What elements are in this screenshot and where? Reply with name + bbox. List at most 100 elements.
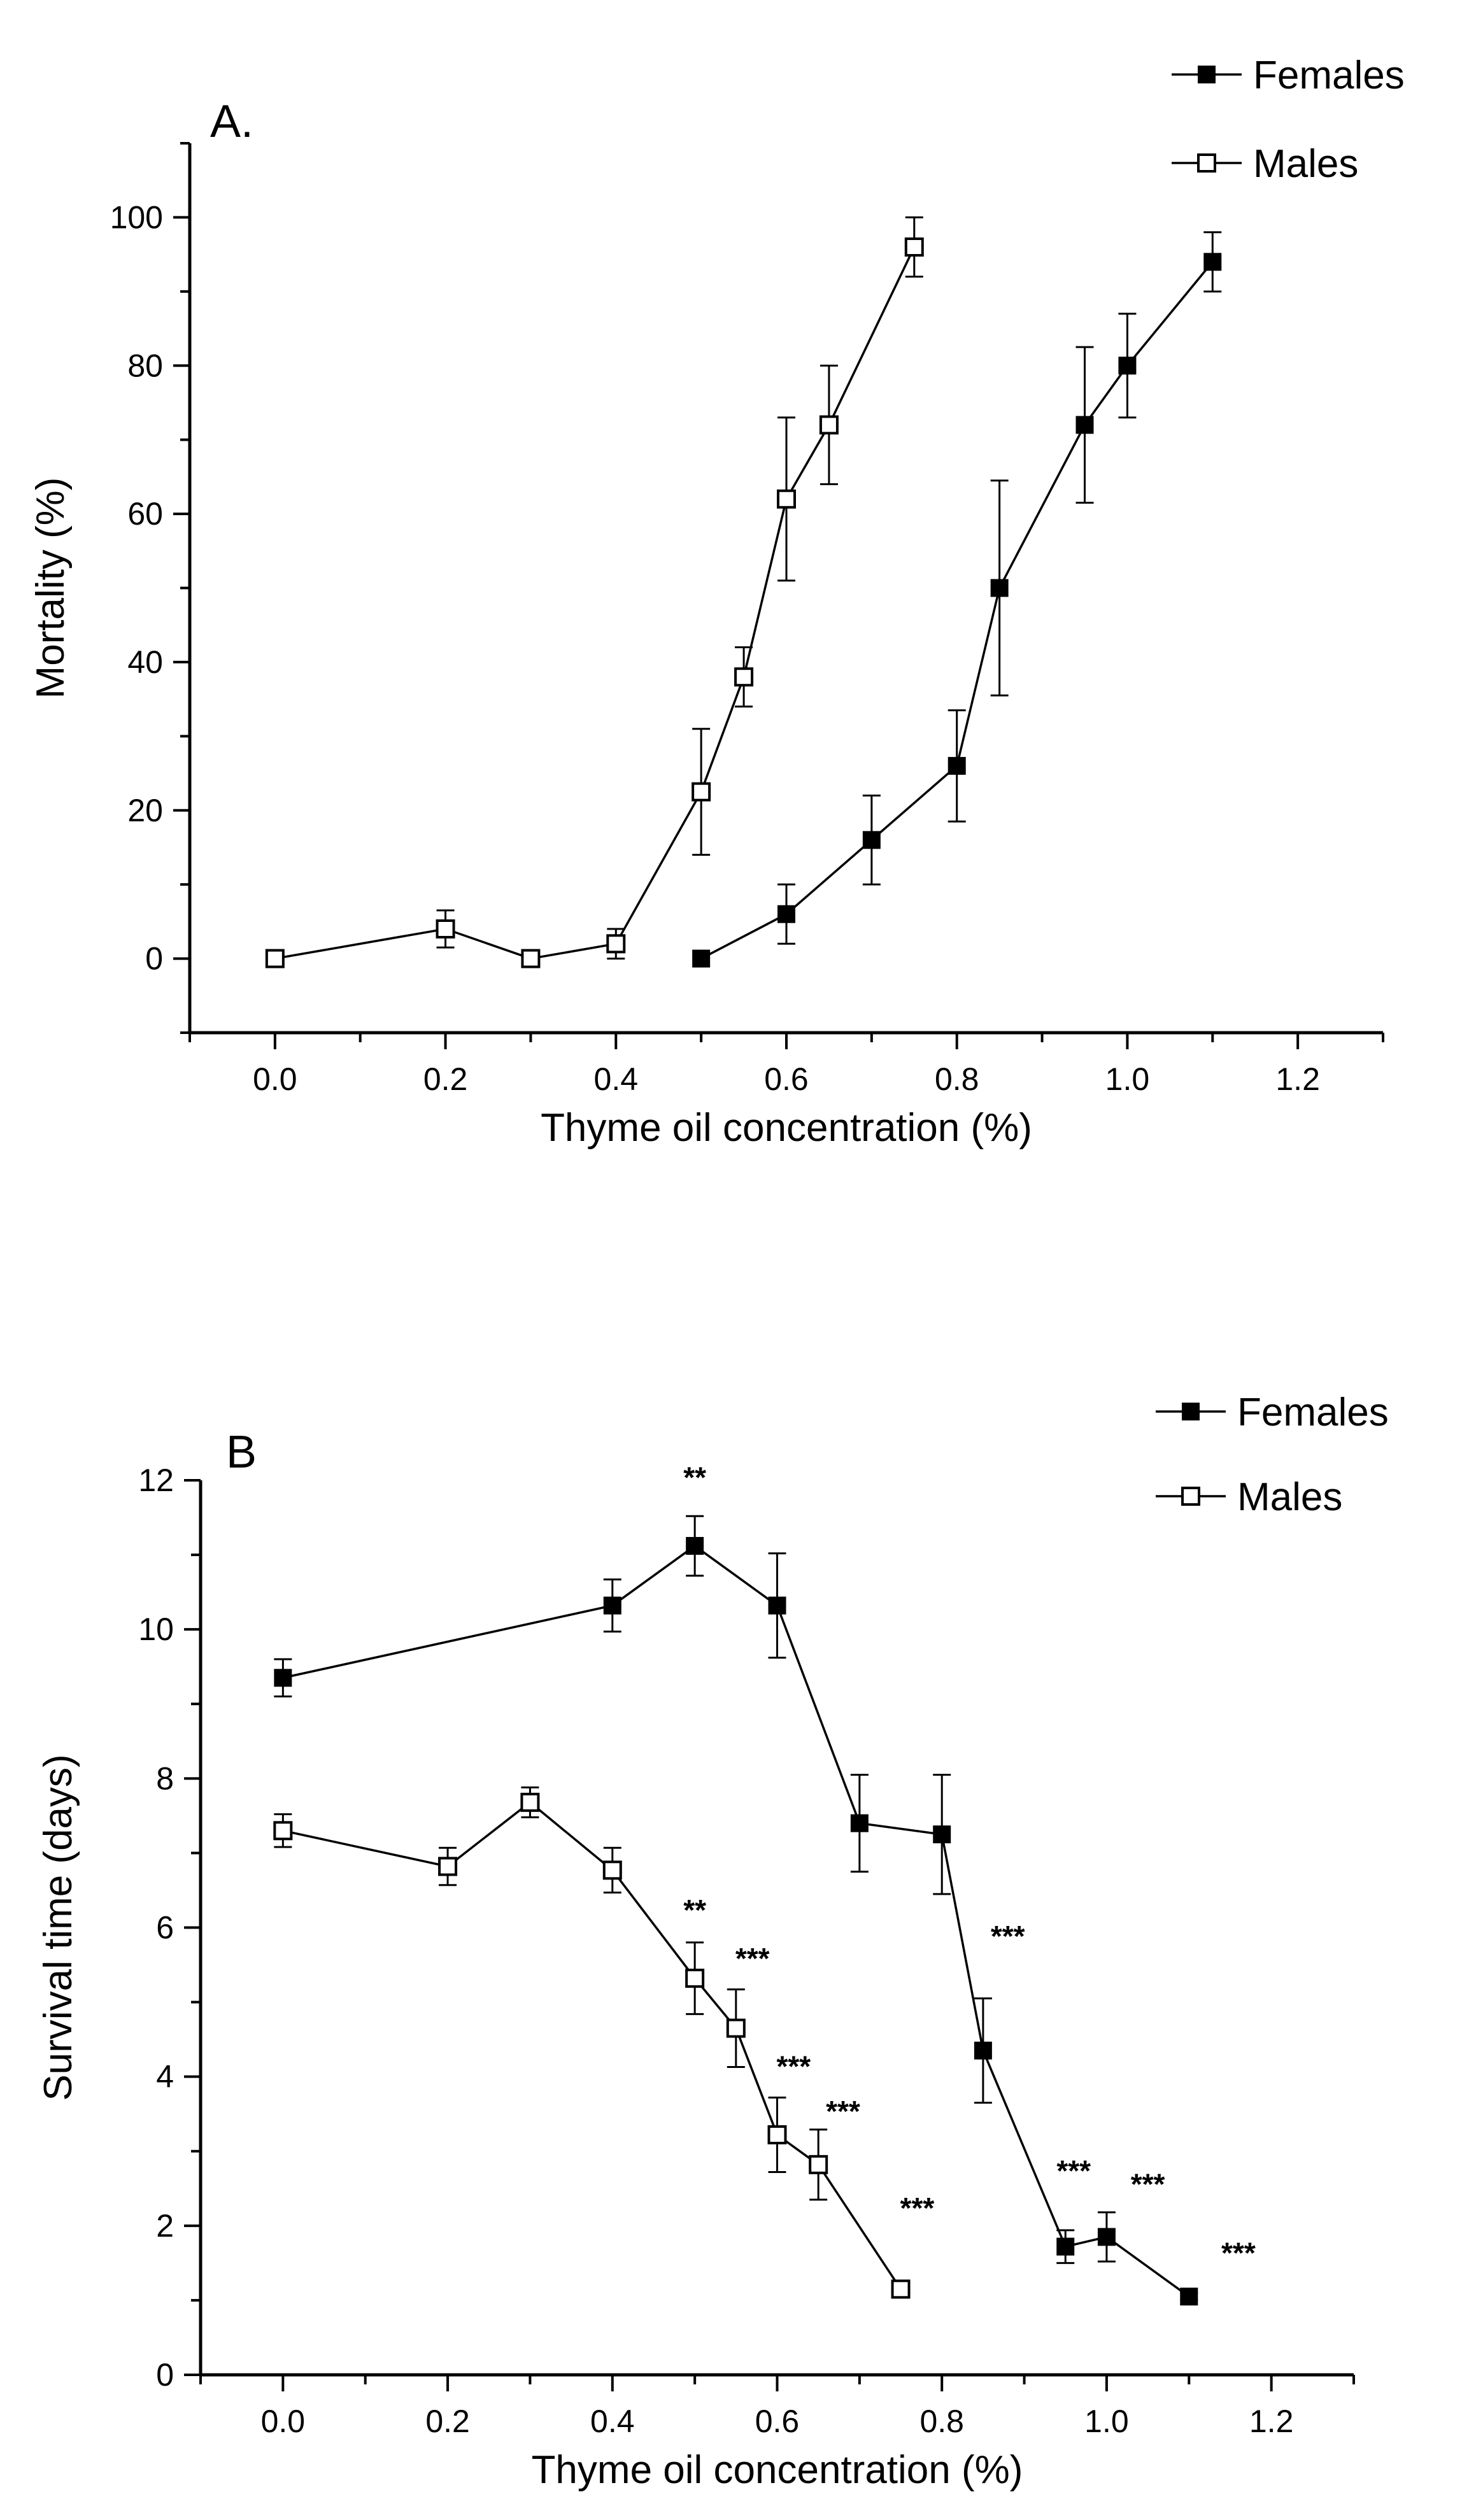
data-point (933, 1825, 951, 1844)
y-tick-label: 8 (156, 1760, 174, 1796)
data-point (891, 2279, 911, 2299)
significance-marker: *** (735, 1942, 770, 1975)
data-point (809, 2155, 828, 2174)
y-tick-label: 80 (127, 348, 163, 383)
x-tick-label: 1.2 (1249, 2403, 1294, 2439)
data-point (777, 489, 796, 509)
legend-label: Females (1237, 1391, 1389, 1434)
series-line (282, 1544, 1190, 2298)
data-point (904, 237, 924, 257)
legend-label: Females (1253, 53, 1405, 97)
x-tick-label: 0.4 (594, 1061, 639, 1097)
significance-marker: *** (1131, 2168, 1165, 2201)
data-point (1118, 357, 1137, 375)
x-tick-label: 0.8 (919, 2403, 964, 2439)
data-point (767, 2125, 787, 2144)
data-point (990, 579, 1009, 597)
legend-label: Males (1253, 142, 1358, 186)
significance-marker: ** (683, 1461, 706, 1494)
significance-marker: *** (1056, 2155, 1091, 2188)
data-point (1075, 416, 1094, 434)
significance-marker: *** (1221, 2236, 1256, 2269)
data-point (1097, 2228, 1116, 2246)
data-point (777, 905, 795, 923)
y-axis-title: Mortality (%) (29, 478, 73, 699)
y-tick-label: 12 (138, 1462, 174, 1498)
x-tick-label: 0.0 (261, 2403, 306, 2439)
x-axis-title: Thyme oil concentration (%) (541, 1106, 1032, 1150)
data-point (520, 1792, 540, 1812)
series-males (265, 216, 924, 968)
data-point (274, 1669, 292, 1687)
data-point (947, 756, 966, 775)
x-tick-label: 0.2 (425, 2403, 470, 2439)
data-point (862, 831, 881, 849)
chart-panel-a: 0.0 0.2 0.4 0.6 0.8 1.0 1.2 0 20 40 60 80 100 Thyme o… (29, 53, 1405, 1150)
series-females (692, 231, 1222, 968)
data-point (603, 1596, 621, 1615)
series-males (273, 1786, 911, 2299)
y-tick-label: 40 (127, 644, 163, 680)
significance-marker: *** (900, 2191, 935, 2225)
data-point (273, 1821, 293, 1841)
x-tick-label: 0.8 (935, 1061, 979, 1097)
legend: Females Males (1172, 53, 1405, 186)
y-tick-label: 0 (145, 941, 163, 977)
data-point (685, 1969, 705, 1988)
data-point (734, 667, 754, 687)
data-point (438, 1857, 458, 1876)
significance-marker: *** (777, 2050, 811, 2083)
y-tick-label: 10 (138, 1611, 174, 1647)
x-tick-label: 0.0 (253, 1061, 297, 1097)
data-point (602, 1860, 622, 1880)
data-point (265, 949, 285, 968)
data-point (819, 415, 839, 435)
x-tick-label: 1.0 (1105, 1061, 1150, 1097)
data-point (686, 1537, 704, 1555)
series-females (274, 1515, 1198, 2306)
significance-marker: *** (826, 2095, 860, 2128)
panel-label: A. (210, 96, 253, 147)
data-point (768, 1596, 786, 1615)
y-tick-label: 4 (156, 2059, 174, 2095)
data-point (606, 934, 626, 954)
chart-panel-b: 0.0 0.2 0.4 0.6 0.8 1.0 1.2 0 2 4 6 8 10 12 Thyme oil … (36, 1391, 1389, 2492)
legend-marker (1198, 66, 1216, 83)
data-point (692, 949, 711, 968)
panel-label: B (226, 1427, 257, 1478)
y-axis-title: Survival time (days) (36, 1754, 80, 2100)
series-line (700, 261, 1214, 960)
y-tick-label: 100 (110, 199, 163, 235)
data-point (692, 782, 711, 802)
legend-marker (1181, 1487, 1200, 1506)
y-tick-label: 20 (127, 793, 163, 828)
x-tick-label: 0.6 (755, 2403, 800, 2439)
data-point (521, 949, 541, 968)
data-point (1056, 2237, 1075, 2256)
significance-marker: ** (683, 1894, 706, 1927)
data-point (726, 2018, 746, 2038)
x-tick-label: 0.6 (764, 1061, 809, 1097)
y-tick-label: 60 (127, 496, 163, 532)
y-tick-label: 2 (156, 2208, 174, 2244)
series-line (282, 1801, 902, 2290)
series-line (274, 246, 916, 960)
legend-marker (1182, 1403, 1200, 1420)
data-point (1180, 2288, 1198, 2306)
x-tick-label: 0.2 (423, 1061, 468, 1097)
legend: Females Males (1156, 1391, 1389, 1519)
significance-marker: *** (991, 1920, 1025, 1953)
data-point (436, 919, 455, 939)
y-tick-label: 0 (156, 2357, 174, 2393)
legend-label: Males (1237, 1475, 1342, 1519)
x-tick-label: 1.2 (1275, 1061, 1320, 1097)
x-tick-label: 0.4 (590, 2403, 635, 2439)
data-point (974, 2041, 992, 2060)
legend-marker (1197, 153, 1216, 173)
data-point (850, 1814, 869, 1832)
x-axis-title: Thyme oil concentration (%) (532, 2448, 1023, 2492)
x-tick-label: 1.0 (1084, 2403, 1129, 2439)
y-tick-label: 6 (156, 1910, 174, 1946)
data-point (1203, 253, 1222, 271)
